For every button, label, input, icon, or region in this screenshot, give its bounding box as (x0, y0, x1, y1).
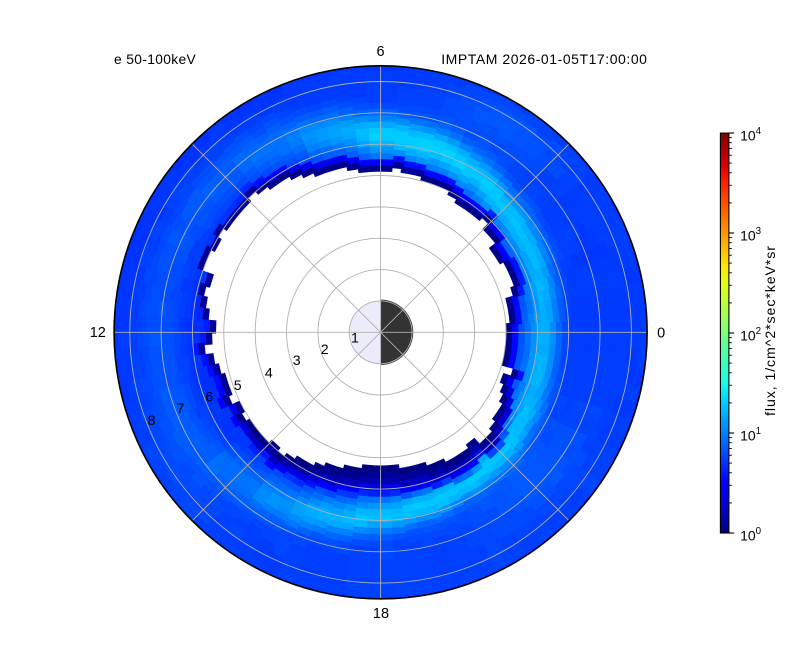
svg-text:8: 8 (148, 413, 156, 429)
svg-text:1: 1 (351, 330, 359, 346)
svg-text:IMPTAM 2026-01-05T17:00:00: IMPTAM 2026-01-05T17:00:00 (441, 51, 647, 67)
svg-text:7: 7 (177, 401, 185, 417)
svg-text:5: 5 (234, 378, 242, 394)
svg-text:2: 2 (321, 342, 329, 358)
svg-text:e 50-100keV: e 50-100keV (114, 52, 197, 67)
svg-text:flux, 1/cm^2*sec*keV*sr: flux, 1/cm^2*sec*keV*sr (763, 245, 779, 416)
svg-text:6: 6 (377, 44, 385, 60)
svg-text:0: 0 (657, 325, 665, 341)
svg-text:12: 12 (90, 325, 106, 341)
svg-text:18: 18 (373, 606, 389, 622)
svg-text:3: 3 (293, 353, 301, 369)
svg-text:6: 6 (205, 390, 213, 406)
svg-text:4: 4 (265, 365, 273, 381)
